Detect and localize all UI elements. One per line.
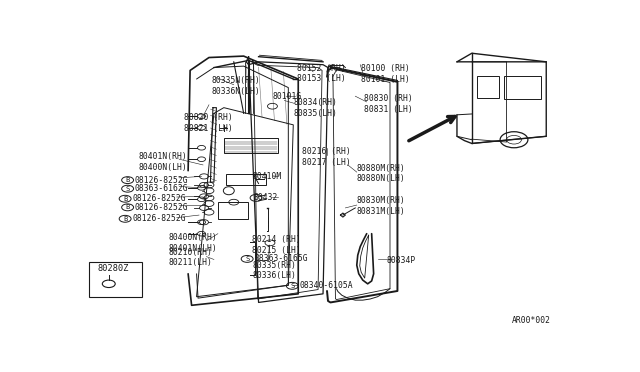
Text: 80214 (RH)
80215 (LH): 80214 (RH) 80215 (LH) <box>252 235 301 255</box>
Text: 80100 (RH)
80101 (LH): 80100 (RH) 80101 (LH) <box>361 64 410 84</box>
Bar <box>224 138 278 154</box>
Text: 80401N(RH)
80400N(LH): 80401N(RH) 80400N(LH) <box>138 153 188 172</box>
Text: S: S <box>125 186 130 192</box>
Text: 80830M(RH)
80831M(LH): 80830M(RH) 80831M(LH) <box>356 196 406 216</box>
Text: 80101G: 80101G <box>273 92 301 101</box>
Text: 80216 (RH)
80217 (LH): 80216 (RH) 80217 (LH) <box>302 147 351 167</box>
Bar <box>218 202 248 219</box>
Text: AR00*002: AR00*002 <box>511 316 550 325</box>
Text: 80210(RH)
80211(LH): 80210(RH) 80211(LH) <box>168 248 212 267</box>
Text: 08126-8252G: 08126-8252G <box>134 203 188 212</box>
Text: B: B <box>123 196 127 202</box>
Text: B: B <box>125 177 130 183</box>
Text: S: S <box>245 256 249 262</box>
Bar <box>89 262 143 297</box>
Text: 08126-8252G: 08126-8252G <box>132 194 186 203</box>
Text: 08340-6105A: 08340-6105A <box>300 281 353 290</box>
Text: 80335(RH)
80336(LH): 80335(RH) 80336(LH) <box>252 261 296 280</box>
Text: 80400N(RH)
80401N(LH): 80400N(RH) 80401N(LH) <box>168 233 217 253</box>
Text: 80410M: 80410M <box>252 173 282 182</box>
Text: B: B <box>123 216 127 222</box>
Text: 80820 (RH)
80821 (LH): 80820 (RH) 80821 (LH) <box>184 113 233 133</box>
Text: B: B <box>125 204 130 210</box>
Text: 80834P: 80834P <box>387 256 416 264</box>
Text: 80335N(RH)
80336N(LH): 80335N(RH) 80336N(LH) <box>211 77 260 96</box>
Text: 80280Z: 80280Z <box>98 264 129 273</box>
Bar <box>504 76 541 99</box>
Text: 80432: 80432 <box>253 193 278 202</box>
Text: S: S <box>290 283 294 289</box>
Text: 08363-6165G: 08363-6165G <box>255 254 308 263</box>
Text: 08363-6162G: 08363-6162G <box>134 184 188 193</box>
Text: 80152 (RH)
80153 (LH): 80152 (RH) 80153 (LH) <box>297 64 346 83</box>
Text: 08126-8252G: 08126-8252G <box>132 214 186 223</box>
Text: 80880M(RH)
80880N(LH): 80880M(RH) 80880N(LH) <box>356 164 406 183</box>
Bar <box>477 76 499 97</box>
Text: 80830 (RH)
80831 (LH): 80830 (RH) 80831 (LH) <box>364 94 412 113</box>
Text: 08126-8252G: 08126-8252G <box>134 176 188 185</box>
Text: 80834(RH)
80835(LH): 80834(RH) 80835(LH) <box>293 98 337 118</box>
Bar <box>227 174 266 185</box>
